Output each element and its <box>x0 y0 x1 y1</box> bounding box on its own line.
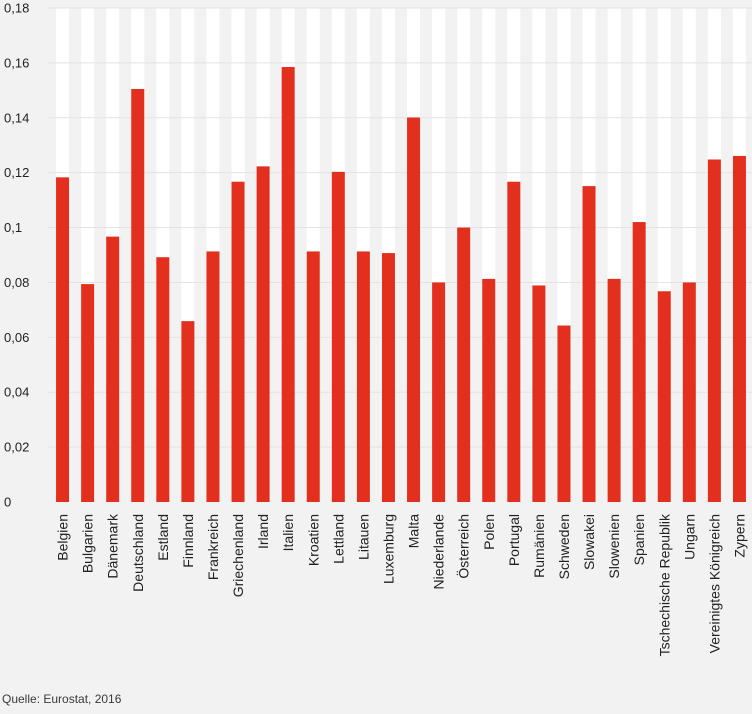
bar <box>507 181 521 502</box>
grid-lines <box>48 7 752 448</box>
x-tick-label: Slowakei <box>581 514 597 570</box>
bar <box>81 284 95 502</box>
bar <box>331 171 345 502</box>
x-tick-label: Litauen <box>355 514 371 560</box>
bar <box>532 285 546 502</box>
x-tick-label: Rumänien <box>531 514 547 578</box>
x-tick-label: Malta <box>406 514 422 548</box>
bar <box>156 257 170 502</box>
bar <box>256 166 270 502</box>
x-tick-label: Estland <box>155 514 171 561</box>
bar <box>56 177 70 502</box>
bar <box>407 117 421 502</box>
y-tick-label: 0,16 <box>4 55 29 70</box>
y-tick-label: 0,18 <box>4 1 29 16</box>
x-tick-label: Irland <box>255 514 271 549</box>
x-tick-label: Bulgarien <box>80 514 96 573</box>
bar <box>206 251 220 502</box>
x-tick-label: Niederlande <box>431 514 447 590</box>
y-tick-label: 0,14 <box>4 110 29 125</box>
x-tick-label: Frankreich <box>205 514 221 580</box>
bar <box>181 321 195 502</box>
y-tick-label: 0 <box>4 495 11 510</box>
x-tick-label: Kroatien <box>305 514 321 566</box>
x-tick-label: Slowenien <box>606 514 622 579</box>
y-tick-label: 0,08 <box>4 275 29 290</box>
x-tick-label: Italien <box>280 514 296 551</box>
source-note: Quelle: Eurostat, 2016 <box>2 692 122 706</box>
bar <box>231 181 245 502</box>
y-tick-label: 0,06 <box>4 330 29 345</box>
x-tick-label: Griechenland <box>230 514 246 597</box>
x-tick-label: Schweden <box>556 514 572 579</box>
x-tick-label: Zypern <box>731 514 747 558</box>
bar <box>557 325 571 502</box>
y-tick-label: 0,12 <box>4 165 29 180</box>
x-tick-label: Tschechische Republik <box>656 513 672 656</box>
x-tick-label: Österreich <box>455 514 472 579</box>
x-tick-label: Luxemburg <box>380 514 396 584</box>
y-tick-label: 0,1 <box>4 220 22 235</box>
bar <box>582 186 596 503</box>
x-tick-label: Ungarn <box>681 514 697 560</box>
x-tick-label: Deutschland <box>130 514 146 592</box>
bar <box>131 88 145 503</box>
bar <box>381 253 395 502</box>
bar <box>482 278 496 502</box>
bars <box>56 67 746 503</box>
x-tick-label: Spanien <box>631 514 647 565</box>
x-tick-label: Dänemark <box>105 513 121 579</box>
x-tick-label: Polen <box>481 514 497 550</box>
bar <box>106 236 120 503</box>
x-axis-tick-labels: Belgien Bulgarien Dänemark Deutschland Estla… <box>55 513 748 656</box>
x-tick-label: Finnland <box>180 514 196 568</box>
y-tick-label: 0,04 <box>4 385 29 400</box>
bar <box>432 282 446 502</box>
bar <box>682 282 696 502</box>
y-axis-tick-labels: 0 0,02 0,04 0,06 0,08 0,1 0,12 0,14 0,16 0,18 <box>4 1 29 510</box>
y-tick-label: 0,02 <box>4 440 29 455</box>
x-tick-label: Vereinigtes Königreich <box>706 514 722 653</box>
bar <box>632 222 646 502</box>
bar <box>306 251 320 502</box>
x-tick-label: Belgien <box>55 514 71 561</box>
bar <box>281 67 295 502</box>
bar <box>657 291 671 502</box>
bar <box>356 251 370 502</box>
bar <box>707 159 721 503</box>
x-tick-label: Lettland <box>330 514 346 564</box>
x-tick-label: Portugal <box>506 514 522 566</box>
bar <box>457 227 471 502</box>
bar <box>732 155 746 502</box>
bar <box>607 278 621 502</box>
